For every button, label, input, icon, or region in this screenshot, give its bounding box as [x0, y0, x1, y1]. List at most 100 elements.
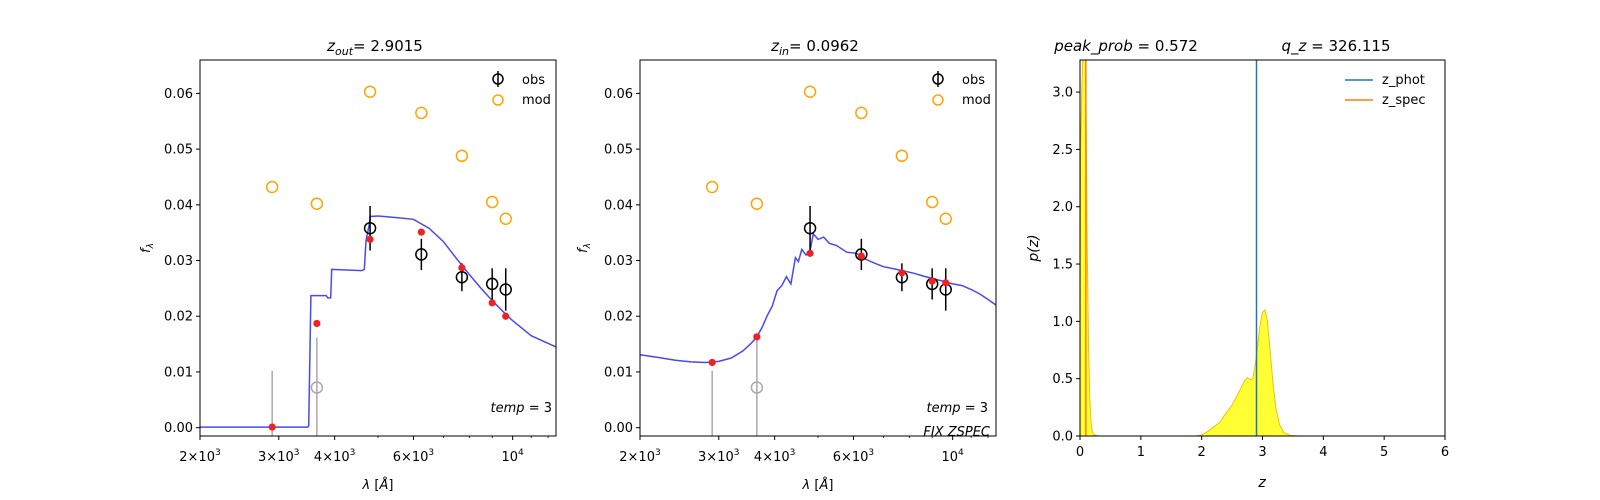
panel-2-annotation-fix-zspec: FIX ZSPEC: [923, 425, 991, 440]
panel-1-frame: [199, 59, 557, 437]
panel-1: zout= 2.9015 0.000.010.020.030.040.050.0…: [139, 37, 557, 493]
ytick-label-1: 0.01: [604, 365, 633, 380]
ytick-label-4: 2.0: [1052, 200, 1073, 215]
xtick-label-4: 4: [1319, 445, 1327, 460]
panel-3-plot-area: 0.0 0.5 1.0 1.5 2.0 2.5 3.0 0 1 2 3 4 5 6: [1052, 60, 1449, 460]
panel-2-ylabel: fλ: [576, 243, 593, 253]
plot-content: [1080, 60, 1385, 436]
panel-3-ylabel: p(z): [1026, 234, 1042, 262]
ytick-label-5: 0.05: [164, 143, 193, 158]
legend-obs-marker: [492, 71, 504, 87]
ytick-label-5: 0.05: [604, 143, 633, 158]
panel-2: zin= 0.0962 0.00 0.01 0.02 0.03 0.04 0.05 0.06…: [576, 37, 997, 493]
ytick-label-1: 0.5: [1052, 372, 1073, 387]
xtick-label-3: 6×103: [833, 448, 874, 465]
ytick-label-2: 0.02: [164, 310, 193, 325]
legend-mod-label: mod: [962, 93, 991, 108]
ytick-label-6: 0.06: [604, 87, 633, 102]
mod-point-5: [485, 195, 499, 209]
mod-point-4: [455, 149, 469, 163]
ytick-label-3: 1.5: [1052, 258, 1073, 273]
synth-point-4: [898, 269, 906, 277]
synth-point-3: [417, 228, 425, 236]
xtick-label-5: 5: [1380, 445, 1388, 460]
mod-point-2: [363, 85, 377, 99]
panel-1-title-var: z: [326, 37, 336, 55]
panel-1-title-value: = 2.9015: [353, 37, 423, 55]
xtick-label-3: 6×103: [393, 448, 434, 465]
legend-mod-marker: [932, 94, 944, 106]
upper-limit-marker-1: [750, 381, 764, 394]
ytick-label-1: 0.01: [164, 365, 193, 380]
pz-curve: [1080, 60, 1385, 436]
model-line: [200, 215, 556, 428]
ytick-label-2: 0.02: [604, 310, 633, 325]
upper-limit-marker-1: [310, 381, 324, 394]
mod-point-0: [265, 180, 279, 194]
mod-point-3: [415, 106, 428, 120]
synth-point-5: [928, 277, 936, 285]
mod-point-5: [925, 195, 939, 209]
synth-point-6: [942, 279, 950, 287]
model-line: [640, 232, 996, 364]
synth-point-0: [268, 423, 276, 431]
panel-2-frame: [639, 59, 997, 437]
obs-point-1: [855, 248, 868, 261]
mod-point-0: [705, 180, 719, 194]
panel-1-ylabel: fλ: [139, 243, 156, 253]
xtick-label-0: 0: [1076, 445, 1084, 460]
synth-point-3: [857, 252, 865, 260]
panel-2-title: zin= 0.0962: [770, 37, 859, 58]
panel-3-legend: z_phot z_spec: [1345, 73, 1426, 108]
panel-1-title: zout= 2.9015: [326, 37, 423, 58]
panel-1-plot-area: 0.00 0.01 0.02 0.03 0.04 0.05 0.06 2×103 3×103 4×…: [164, 85, 556, 465]
mod-point-6: [939, 212, 952, 226]
ytick-label-6: 3.0: [1052, 86, 1073, 101]
panel-2-title-sub: in: [779, 45, 789, 58]
panel-3: peak_prob = 0.572 q_z = 326.115 0.0 0.5 1.…: [1026, 37, 1449, 491]
panel-2-legend: obs mod: [932, 71, 991, 108]
panel-1-xlabel: λ [Å]: [362, 477, 394, 493]
ytick-label-0: 0.0: [1052, 430, 1073, 445]
plot-content: [640, 85, 996, 436]
synth-point-1: [313, 319, 321, 328]
panel-2-plot-area: 0.00 0.01 0.02 0.03 0.04 0.05 0.06 2×103 3×103 4×…: [604, 85, 996, 465]
panel-3-title-left: peak_prob = 0.572: [1053, 37, 1198, 56]
xtick-label-3: 3: [1258, 445, 1266, 460]
ytick-label-5: 2.5: [1052, 143, 1073, 158]
legend-z-spec-label: z_spec: [1382, 93, 1426, 108]
pz-fill: [1080, 60, 1385, 436]
obs-point-0: [363, 221, 377, 235]
legend-obs-marker: [932, 71, 944, 87]
mod-point-3: [855, 106, 868, 120]
obs-point-2: [455, 270, 469, 284]
xtick-label-0: 2×103: [619, 448, 660, 465]
panel-3-xlabel: z: [1257, 475, 1266, 491]
xtick-label-4: 104: [942, 448, 965, 465]
legend-mod-marker: [492, 94, 504, 106]
plot-content: [200, 85, 556, 436]
legend-obs-label: obs: [522, 73, 545, 88]
obs-point-4: [499, 283, 512, 296]
panel-3-title-left-var: peak_prob: [1053, 37, 1133, 56]
ytick-label-3: 0.03: [604, 254, 633, 269]
xtick-label-2: 4×103: [314, 448, 355, 465]
panel-3-title-right-value: = 326.115: [1311, 37, 1390, 55]
xtick-label-1: 3×103: [698, 448, 739, 465]
panel-2-annotation-temp: temp = 3: [927, 401, 988, 416]
mod-point-2: [803, 85, 817, 99]
panel-1-annotation-temp: temp = 3: [491, 401, 552, 416]
synth-point-6: [502, 312, 510, 320]
obs-point-1: [415, 248, 428, 261]
panel-2-title-var: z: [770, 37, 780, 55]
synth-point-2: [366, 235, 374, 243]
synth-point-4: [458, 264, 466, 272]
ytick-label-6: 0.06: [164, 87, 193, 102]
mod-point-6: [499, 212, 512, 226]
panel-1-title-sub: out: [335, 45, 354, 58]
xtick-label-1: 1: [1137, 445, 1145, 460]
ytick-label-4: 0.04: [164, 198, 193, 213]
ytick-label-0: 0.00: [164, 421, 193, 436]
ytick-label-2: 1.0: [1052, 315, 1073, 330]
